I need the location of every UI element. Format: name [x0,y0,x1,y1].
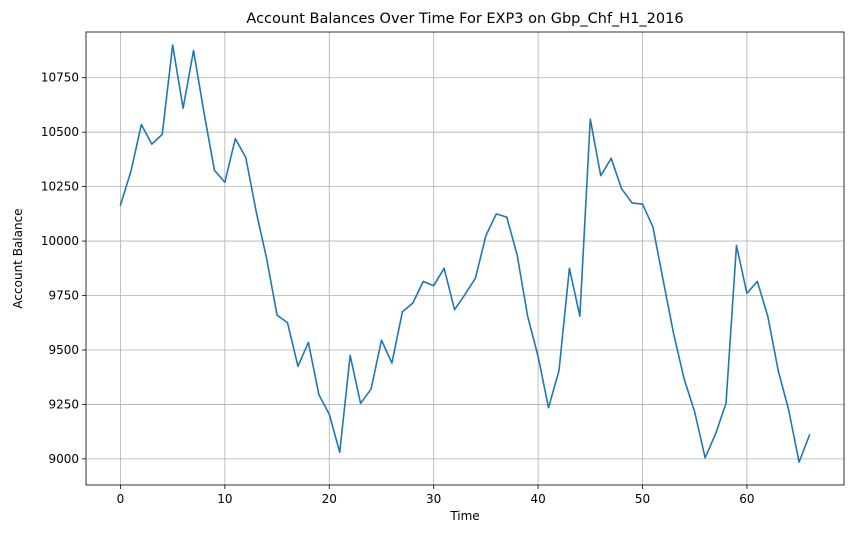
y-tick-label: 9250 [48,397,79,411]
x-tick-label: 30 [426,492,441,506]
chart-title: Account Balances Over Time For EXP3 on G… [246,11,683,27]
y-tick-label: 9500 [48,343,79,357]
x-tick-label: 60 [739,492,754,506]
grid [86,32,844,485]
plot-area-frame [85,31,845,486]
x-tick-label: 10 [217,492,232,506]
series-line [119,44,811,463]
y-tick-label: 10500 [41,125,79,139]
y-tick-label: 10000 [41,234,79,248]
series-layer [119,44,811,463]
y-tick-label: 9750 [48,289,79,303]
y-axis-ticks: 9000 9250 9500 9750 10000 10250 10500 10750 [41,71,86,466]
y-tick-label: 9000 [48,452,79,466]
x-tick-label: 20 [322,492,337,506]
y-tick-label: 10750 [41,71,79,85]
y-tick-label: 10250 [41,180,79,194]
x-tick-label: 0 [117,492,125,506]
x-tick-label: 40 [530,492,545,506]
x-axis-label: Time [449,509,479,523]
x-axis-ticks: 0 10 20 30 40 50 60 [117,485,755,506]
y-axis-label: Account Balance [11,208,25,308]
x-tick-label: 50 [635,492,650,506]
